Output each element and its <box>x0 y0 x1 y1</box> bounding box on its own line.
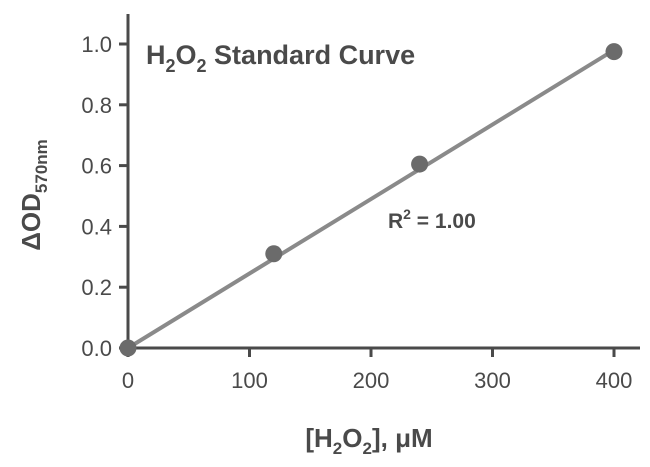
data-point <box>605 43 623 61</box>
y-tick-label: 0.6 <box>81 154 112 179</box>
x-tick-label: 100 <box>231 368 268 393</box>
data-points <box>119 43 623 357</box>
r-squared-annotation: R2 = 1.00 <box>388 206 476 233</box>
data-point <box>411 155 429 173</box>
axes <box>126 14 640 350</box>
y-tick-label: 0.8 <box>81 93 112 118</box>
x-tick-label: 200 <box>353 368 390 393</box>
fit-line-group <box>126 48 616 350</box>
y-tick-label: 0.4 <box>81 214 112 239</box>
x-axis-ticks: 0 100 200 300 400 <box>122 348 632 393</box>
x-tick-label: 400 <box>596 368 633 393</box>
y-axis-ticks: 0.0 0.2 0.4 0.6 0.8 1.0 <box>81 32 128 361</box>
chart-title: H2O2 Standard Curve <box>146 40 415 76</box>
y-axis-label: ΔOD570nm <box>16 139 51 251</box>
y-tick-label: 0.0 <box>81 336 112 361</box>
y-tick-label: 1.0 <box>81 32 112 57</box>
data-point <box>265 245 283 263</box>
x-axis-label: [H2O2], μM <box>305 423 432 458</box>
x-tick-label: 0 <box>122 368 134 393</box>
x-tick-label: 300 <box>474 368 511 393</box>
y-tick-label: 0.2 <box>81 275 112 300</box>
data-point <box>119 339 137 357</box>
fit-line <box>126 48 616 350</box>
